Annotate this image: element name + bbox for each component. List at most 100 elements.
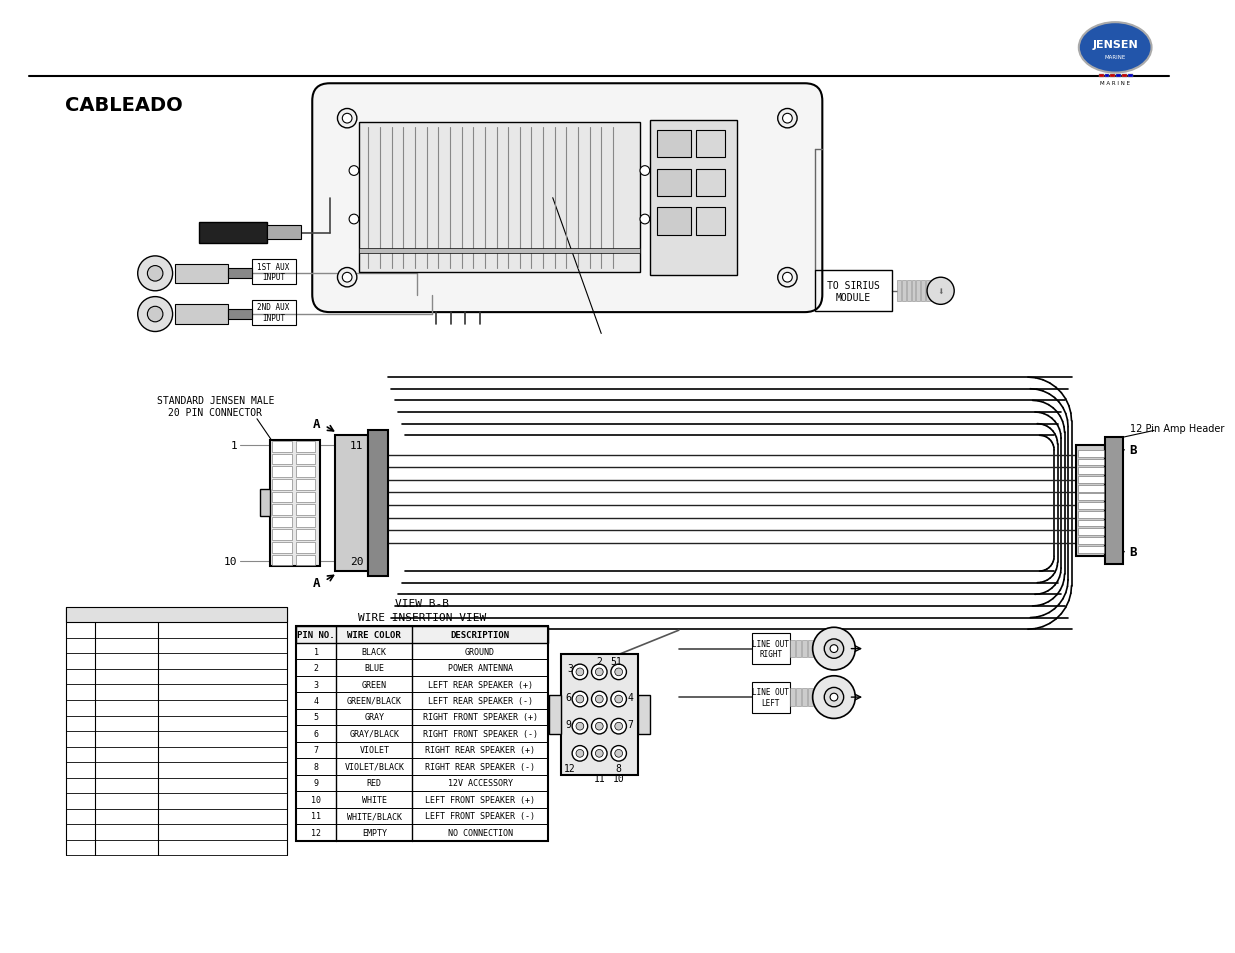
Bar <box>295 517 315 528</box>
Text: GRAY/BLACK: GRAY/BLACK <box>350 729 399 739</box>
Bar <box>368 431 388 577</box>
Bar <box>295 808 548 824</box>
Circle shape <box>611 692 626 707</box>
Circle shape <box>615 750 622 758</box>
Circle shape <box>576 696 584 703</box>
Bar <box>1078 459 1104 466</box>
Bar <box>1077 445 1105 557</box>
Bar <box>790 640 795 658</box>
Text: EMPTY: EMPTY <box>362 828 387 837</box>
Bar <box>697 208 725 235</box>
Text: 7: 7 <box>314 745 319 755</box>
Text: STANDARD JENSEN MALE
20 PIN CONNECTOR: STANDARD JENSEN MALE 20 PIN CONNECTOR <box>157 395 274 417</box>
Bar <box>790 689 795 706</box>
Bar <box>916 281 920 302</box>
Text: LINE OUT
LEFT: LINE OUT LEFT <box>752 688 789 707</box>
Text: WIRE COLOR: WIRE COLOR <box>347 630 401 639</box>
Text: DESCRIPTION: DESCRIPTION <box>451 630 510 639</box>
Circle shape <box>615 722 622 730</box>
Text: 12: 12 <box>311 828 321 837</box>
FancyBboxPatch shape <box>312 84 823 313</box>
Bar <box>1078 537 1104 544</box>
Bar <box>199 223 267 244</box>
Bar <box>259 489 269 517</box>
Text: VIOLET/BLACK: VIOLET/BLACK <box>345 762 404 771</box>
Bar <box>819 640 824 658</box>
Bar <box>295 824 548 841</box>
Bar <box>273 479 291 490</box>
Bar <box>926 281 930 302</box>
Text: A: A <box>312 417 320 431</box>
Text: 10: 10 <box>224 557 237 567</box>
Text: RIGHT FRONT SPEAKER (+): RIGHT FRONT SPEAKER (+) <box>422 713 537 721</box>
Text: LEFT FRONT SPEAKER (-): LEFT FRONT SPEAKER (-) <box>425 812 535 821</box>
Text: 10: 10 <box>311 795 321 804</box>
Circle shape <box>611 719 626 734</box>
Bar <box>295 643 548 659</box>
Bar <box>228 310 252 319</box>
Bar <box>1105 437 1123 565</box>
Bar <box>814 689 819 706</box>
Circle shape <box>147 307 163 322</box>
Circle shape <box>592 692 608 707</box>
Text: VIEW B-B: VIEW B-B <box>395 598 448 608</box>
Circle shape <box>337 268 357 288</box>
Bar <box>295 759 548 775</box>
Text: 7: 7 <box>627 720 634 729</box>
Bar <box>1078 485 1104 492</box>
Text: PIN NO.: PIN NO. <box>298 630 335 639</box>
Bar <box>273 441 291 453</box>
Text: 4: 4 <box>627 693 634 702</box>
Bar <box>1078 494 1104 500</box>
Bar <box>359 123 640 274</box>
Bar <box>814 640 819 658</box>
Text: 2ND AUX
INPUT: 2ND AUX INPUT <box>257 303 290 322</box>
Bar <box>174 264 228 284</box>
Circle shape <box>572 664 588 679</box>
Circle shape <box>813 628 856 670</box>
Bar <box>650 121 737 276</box>
Text: 11: 11 <box>350 440 363 451</box>
Text: RIGHT REAR SPEAKER (-): RIGHT REAR SPEAKER (-) <box>425 762 535 771</box>
Bar <box>1078 451 1104 457</box>
Text: CABLEADO: CABLEADO <box>65 96 183 114</box>
Circle shape <box>572 719 588 734</box>
Bar <box>797 640 802 658</box>
Bar <box>273 504 291 516</box>
Bar <box>174 305 228 324</box>
Bar <box>797 689 802 706</box>
Circle shape <box>595 722 603 730</box>
Text: 20: 20 <box>350 557 363 567</box>
Circle shape <box>576 750 584 758</box>
Text: WHITE: WHITE <box>362 795 387 804</box>
Bar <box>808 689 813 706</box>
Bar <box>1104 74 1109 78</box>
Bar <box>295 775 548 791</box>
Text: RIGHT REAR SPEAKER (+): RIGHT REAR SPEAKER (+) <box>425 745 535 755</box>
Circle shape <box>778 268 797 288</box>
Bar <box>1078 502 1104 510</box>
Circle shape <box>927 278 955 305</box>
Text: 8: 8 <box>314 762 319 771</box>
Text: 10: 10 <box>613 773 625 782</box>
Text: B: B <box>1130 444 1137 456</box>
Circle shape <box>592 719 608 734</box>
Bar <box>906 281 910 302</box>
Bar <box>295 542 315 553</box>
Text: 5: 5 <box>610 657 616 666</box>
Circle shape <box>615 668 622 676</box>
Circle shape <box>595 668 603 676</box>
Circle shape <box>595 750 603 758</box>
Text: LEFT REAR SPEAKER (+): LEFT REAR SPEAKER (+) <box>427 679 532 689</box>
Bar <box>657 131 692 158</box>
Circle shape <box>572 692 588 707</box>
Bar <box>1078 476 1104 483</box>
Text: LINE OUT
RIGHT: LINE OUT RIGHT <box>752 639 789 659</box>
Text: RED: RED <box>367 779 382 787</box>
Circle shape <box>615 696 622 703</box>
Circle shape <box>592 746 608 761</box>
Text: GREEN: GREEN <box>362 679 387 689</box>
Circle shape <box>572 746 588 761</box>
Circle shape <box>640 167 650 176</box>
Text: 1ST AUX
INPUT: 1ST AUX INPUT <box>257 262 290 282</box>
